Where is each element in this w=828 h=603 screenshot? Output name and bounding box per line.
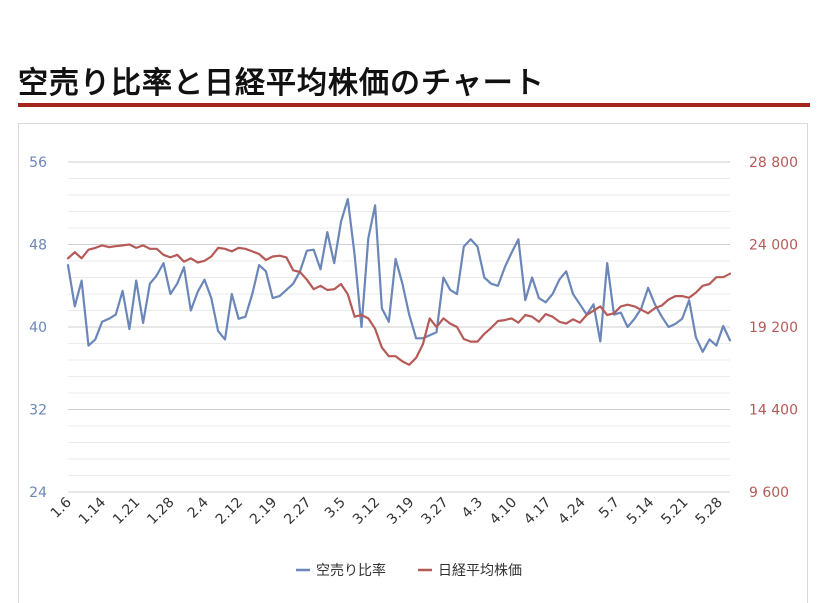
legend-label: 空売り比率: [316, 562, 386, 579]
x-tick-label: 1.21: [110, 495, 143, 528]
y-right-tick-label: 19 200: [749, 320, 798, 336]
y-left-tick-label: 32: [29, 403, 47, 419]
y-left-tick-label: 56: [29, 155, 47, 171]
x-tick-label: 4.10: [487, 495, 520, 528]
x-tick-label: 3.19: [384, 495, 417, 528]
x-tick-label: 1.14: [76, 494, 109, 527]
x-tick-label: 3.12: [350, 495, 383, 528]
x-tick-label: 2.4: [185, 494, 212, 521]
y-right-tick-label: 24 000: [749, 238, 798, 254]
y-left-tick-label: 48: [29, 238, 47, 254]
y-right-tick-label: 28 800: [749, 155, 798, 171]
x-tick-label: 5.21: [658, 495, 691, 528]
y-left-tick-label: 40: [29, 320, 47, 336]
y-right-tick-label: 14 400: [749, 403, 798, 419]
page-title: 空売り比率と日経平均株価のチャート: [18, 66, 545, 101]
y-left-tick-label: 24: [29, 485, 47, 501]
x-tick-label: 1.6: [48, 494, 75, 521]
x-axis: 1.6 1.14 1.21 1.28 2.4 2.12 2.19 2.27 3.5 3.12 3.1…: [48, 494, 726, 527]
y-right-tick-label: 9 600: [749, 485, 789, 501]
x-tick-label: 1.28: [144, 495, 177, 528]
x-tick-label: 2.19: [247, 495, 280, 528]
x-tick-label: 4.17: [521, 495, 554, 528]
x-tick-label: 4.24: [555, 494, 588, 527]
x-tick-label: 3.27: [418, 495, 451, 528]
x-tick-label: 2.12: [213, 495, 246, 528]
x-tick-label: 5.14: [624, 494, 657, 527]
x-tick-label: 5.28: [692, 495, 725, 528]
y-axis-right: 28 800 24 000 19 200 14 400 9 600: [749, 155, 798, 501]
chart-legend: 空売り比率 日経平均株価: [296, 562, 522, 579]
x-tick-label: 3.5: [322, 495, 349, 522]
title-underline: [18, 103, 810, 107]
y-axis-left: 56 48 40 32 24: [29, 155, 47, 501]
grid-lines: [68, 161, 730, 493]
x-tick-label: 4.3: [459, 495, 486, 522]
x-tick-label: 2.27: [281, 495, 314, 528]
chart-frame: [18, 123, 808, 603]
x-tick-label: 5.7: [596, 495, 623, 522]
series-line: [66, 243, 732, 366]
series-lines: [66, 198, 732, 366]
legend-label: 日経平均株価: [438, 563, 522, 579]
series-line: [66, 198, 732, 353]
